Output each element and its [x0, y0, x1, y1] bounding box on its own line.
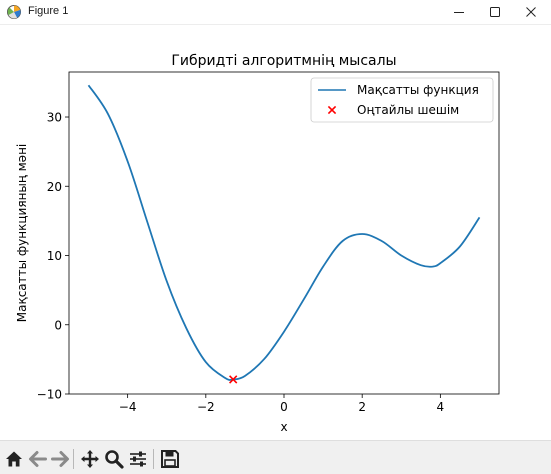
legend: Мақсатты функция Оңтайлы шешім [310, 77, 494, 123]
y-tick-label: −10 [37, 388, 62, 402]
back-icon [29, 451, 47, 467]
axes-frame [68, 71, 500, 395]
x-tick-label: −2 [197, 400, 215, 414]
save-icon [161, 450, 179, 468]
legend-marker-swatch [327, 105, 337, 115]
pan-button[interactable] [79, 448, 101, 470]
toolbar-separator [153, 449, 154, 469]
home-button[interactable] [3, 448, 25, 470]
maximize-icon [490, 7, 500, 17]
chart-svg: −4 −2 0 2 4 −10 0 10 20 30 Гибридті алгоритмнің м… [15, 53, 500, 434]
configure-subplots-button[interactable] [127, 448, 149, 470]
x-tick-label: −4 [119, 400, 137, 414]
navigation-toolbar [0, 440, 551, 474]
x-axis-label: x [280, 420, 287, 434]
legend-label-objective: Мақсатты функция [357, 83, 479, 97]
series-layer [87, 84, 481, 384]
x-tick-label: 4 [437, 400, 445, 414]
y-tick-label: 30 [47, 111, 62, 125]
optimal-solution-marker [229, 375, 238, 384]
pan-icon [81, 450, 99, 468]
save-button[interactable] [159, 448, 181, 470]
window-titlebar: Figure 1 [0, 0, 551, 25]
close-icon [526, 7, 536, 17]
zoom-button[interactable] [103, 448, 125, 470]
minimize-icon [454, 12, 464, 13]
legend-box [310, 77, 494, 123]
axis-ticks: −4 −2 0 2 4 −10 0 10 20 30 [37, 111, 445, 414]
close-button[interactable] [513, 0, 549, 24]
objective-function-line [87, 84, 481, 381]
y-tick-label: 20 [47, 180, 62, 194]
legend-x-marker [327, 105, 337, 115]
back-button[interactable] [27, 448, 49, 470]
chart-title: Гибридті алгоритмнің мысалы [171, 53, 396, 69]
zoom-icon [105, 450, 124, 469]
maximize-button[interactable] [477, 0, 513, 24]
x-tick-label: 0 [280, 400, 288, 414]
y-tick-label: 0 [54, 318, 62, 332]
y-axis-label: Мақсатты функцияның мәні [15, 144, 29, 323]
figure-canvas[interactable]: −4 −2 0 2 4 −10 0 10 20 30 Гибридті алгоритмнің м… [0, 25, 551, 440]
home-icon [6, 451, 22, 467]
forward-icon [51, 451, 69, 467]
matplotlib-app-icon [6, 4, 22, 20]
forward-button[interactable] [49, 448, 71, 470]
legend-label-optimum: Оңтайлы шешім [357, 103, 459, 117]
configure-subplots-icon [130, 451, 146, 467]
toolbar-separator [73, 449, 74, 469]
x-tick-label: 2 [358, 400, 366, 414]
window-title: Figure 1 [28, 5, 69, 17]
minimize-button[interactable] [441, 0, 477, 24]
y-tick-label: 10 [47, 249, 62, 263]
